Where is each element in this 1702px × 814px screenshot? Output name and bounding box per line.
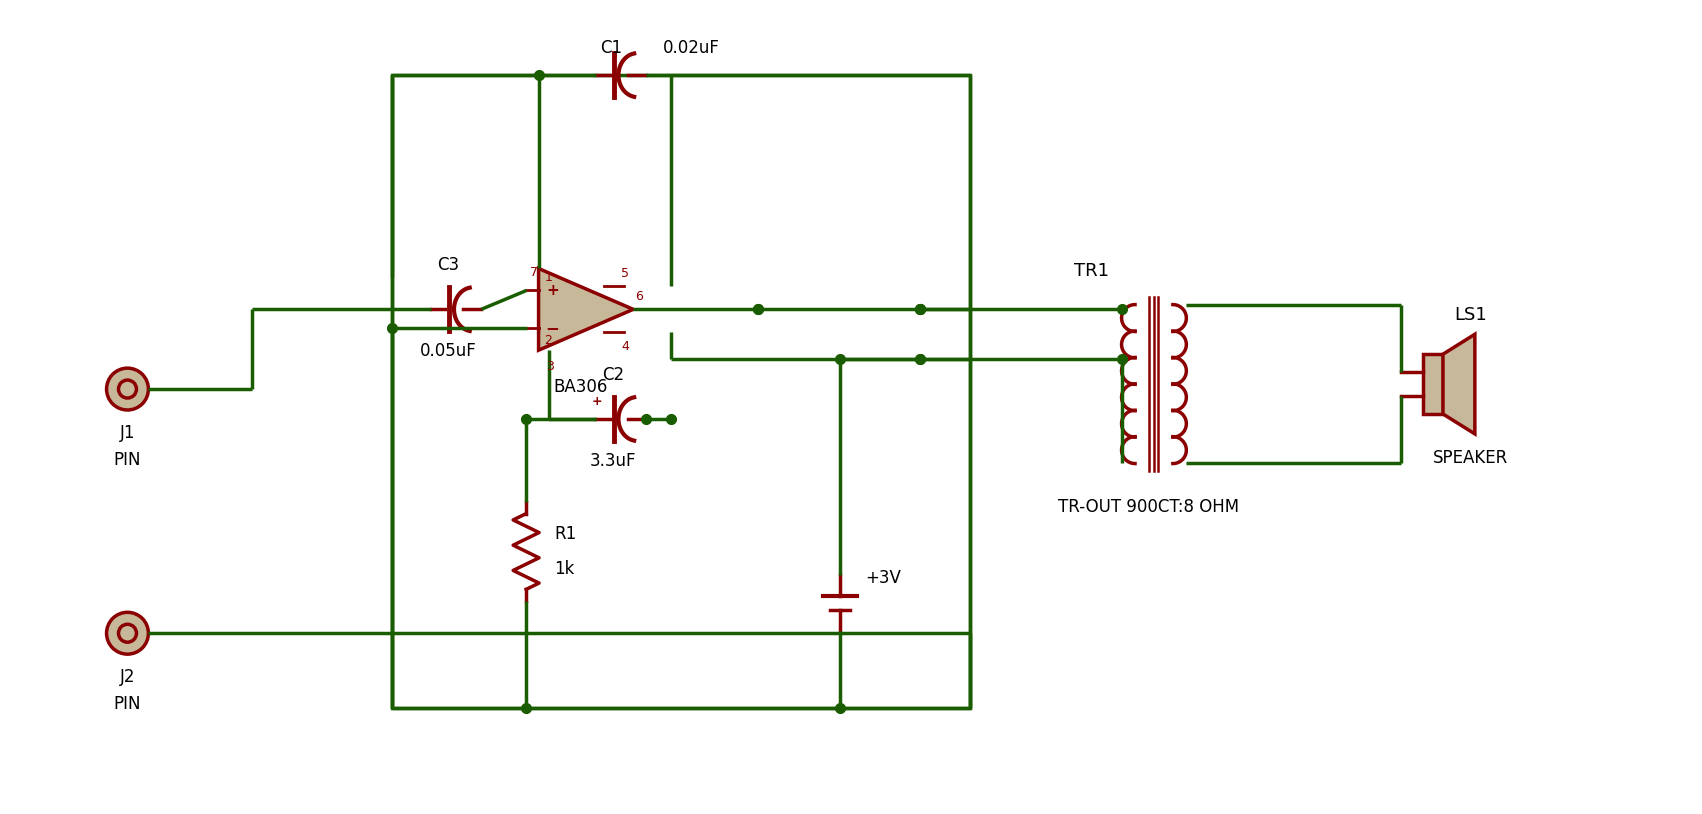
Text: 2: 2 [545,335,553,348]
Text: 1k: 1k [555,561,574,579]
Text: 0.02uF: 0.02uF [662,39,720,57]
Text: LS1: LS1 [1455,306,1488,324]
Polygon shape [538,269,633,350]
Text: −: − [546,319,560,337]
Text: C2: C2 [603,366,625,384]
Text: C3: C3 [437,256,460,274]
Circle shape [107,612,148,654]
Text: +3V: +3V [865,570,900,588]
Text: 6: 6 [635,291,643,304]
Text: PIN: PIN [114,695,141,713]
Text: 3.3uF: 3.3uF [589,452,637,470]
Text: J1: J1 [119,424,134,442]
Text: 0.05uF: 0.05uF [420,342,477,361]
Text: TR-OUT 900CT:8 OHM: TR-OUT 900CT:8 OHM [1059,498,1239,516]
Bar [391,75,970,708]
Text: R1: R1 [555,524,577,543]
Text: 7: 7 [529,266,538,279]
Text: C1: C1 [599,39,621,57]
Text: BA306: BA306 [553,378,608,396]
Text: +: + [546,283,558,298]
Text: SPEAKER: SPEAKER [1433,449,1508,467]
Text: 5: 5 [621,268,630,281]
Text: 1: 1 [545,271,553,284]
Polygon shape [1443,335,1476,434]
Text: 3: 3 [546,360,555,373]
Bar [1423,354,1443,414]
Text: J2: J2 [119,668,134,686]
Text: TR1: TR1 [1074,262,1110,280]
Circle shape [107,368,148,410]
Text: PIN: PIN [114,451,141,469]
Text: 4: 4 [621,340,630,353]
Text: +: + [592,395,603,408]
